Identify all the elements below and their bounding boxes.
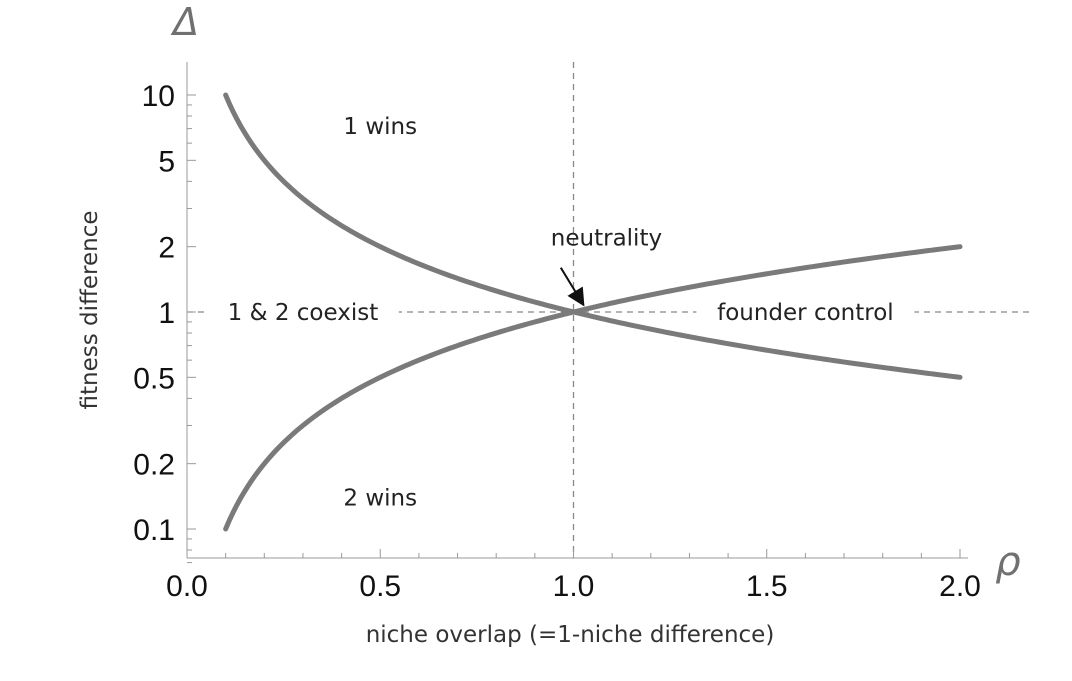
x-axis-symbol: ρ	[995, 539, 1020, 585]
series-line-1	[223, 92, 963, 380]
y-axis-label: fitness difference	[77, 211, 103, 410]
annotation-label: 2 wins	[343, 485, 417, 511]
x-tick-label: 1.5	[746, 570, 788, 603]
y-axis: 0.1 0.2 0.5 1 2 5 10	[133, 62, 196, 564]
y-axis-symbol: Δ	[170, 0, 199, 44]
y-tick-label: 2	[158, 232, 175, 265]
x-tick-label: 2.0	[939, 570, 981, 603]
annotation-label: 1 wins	[343, 114, 417, 140]
annotation-background	[696, 296, 915, 328]
annotations: 1 wins 2 wins 1 & 2 coexist founder control…	[207, 114, 915, 511]
annotation-label: founder control	[717, 300, 894, 326]
annotation-arrow	[559, 267, 585, 307]
x-axis-label: niche overlap (=1-niche difference)	[366, 622, 775, 648]
series-line-2	[223, 244, 963, 532]
annotation-label: 1 & 2 coexist	[228, 300, 379, 326]
y-tick-label: 1	[158, 297, 175, 330]
y-tick-label: 0.5	[133, 362, 175, 395]
series-group	[223, 92, 963, 532]
annotation-background	[207, 296, 399, 328]
y-tick-label: 0.1	[133, 514, 175, 547]
y-tick-label: 5	[158, 145, 175, 178]
x-tick-label: 0.0	[166, 570, 208, 603]
x-tick-label: 0.5	[359, 570, 401, 603]
x-axis: 0.0 0.5 1.0 1.5 2.0	[166, 549, 981, 603]
y-tick-label: 10	[142, 80, 175, 113]
x-tick-label: 1.0	[553, 570, 595, 603]
y-tick-label: 0.2	[133, 449, 175, 482]
annotation-label: neutrality	[551, 226, 662, 252]
